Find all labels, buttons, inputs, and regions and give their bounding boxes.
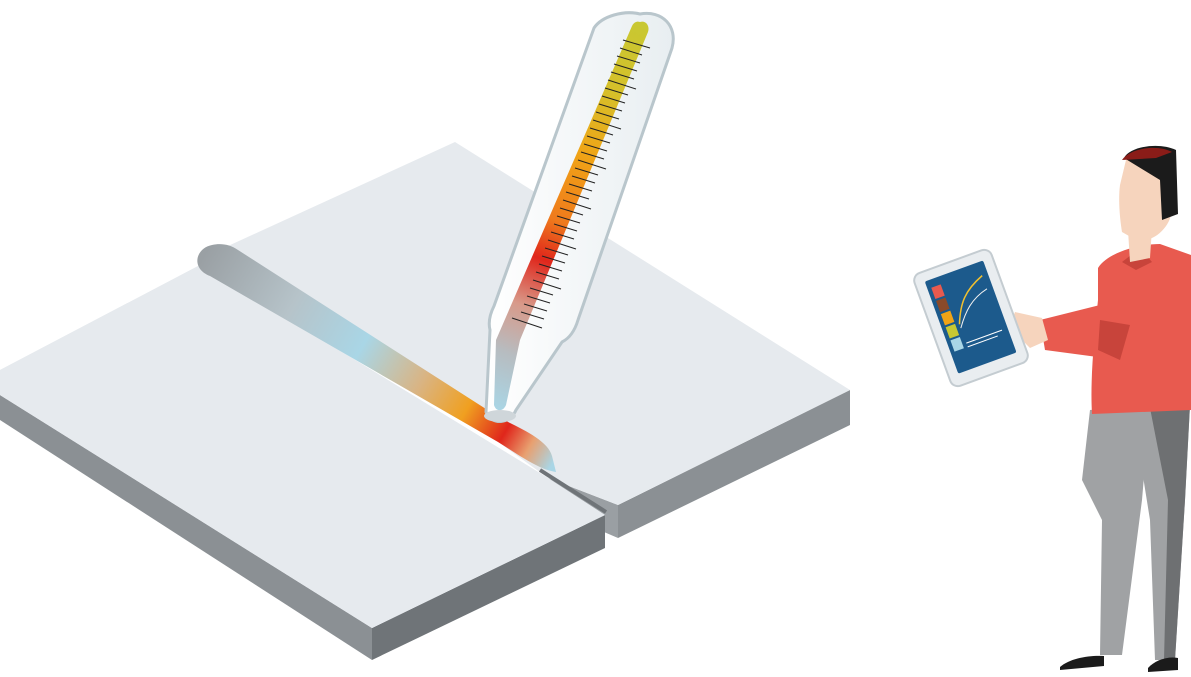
thermometer-icon <box>484 11 675 423</box>
metal-plates <box>0 142 850 660</box>
pants <box>1082 405 1190 660</box>
shirt <box>1040 244 1191 414</box>
left-plate <box>0 265 605 660</box>
tablet-icon <box>913 248 1029 388</box>
hand <box>1008 312 1048 348</box>
head <box>1119 145 1178 262</box>
weld-seam <box>197 244 556 472</box>
thermometer-scale <box>511 39 651 329</box>
shoes <box>1060 655 1178 672</box>
person-illustration <box>913 145 1191 672</box>
